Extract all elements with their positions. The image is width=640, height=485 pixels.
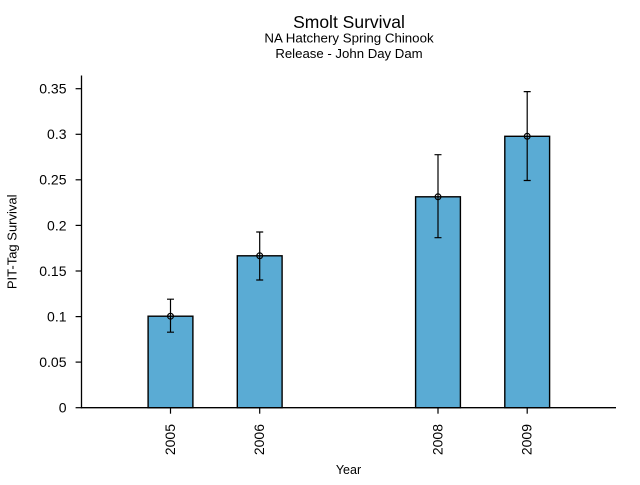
svg-text:0.05: 0.05 — [39, 354, 66, 370]
svg-text:2008: 2008 — [430, 424, 446, 455]
svg-text:2009: 2009 — [519, 424, 535, 455]
svg-text:0.1: 0.1 — [47, 309, 67, 325]
svg-text:Year: Year — [336, 463, 361, 477]
svg-text:0.25: 0.25 — [39, 172, 66, 188]
svg-text:0: 0 — [59, 400, 67, 416]
svg-text:PIT-Tag Survival: PIT-Tag Survival — [5, 194, 20, 289]
svg-text:Release - John Day Dam: Release - John Day Dam — [275, 46, 422, 61]
svg-text:0.15: 0.15 — [39, 263, 66, 279]
svg-text:Smolt Survival: Smolt Survival — [293, 12, 405, 32]
svg-text:2005: 2005 — [162, 424, 178, 455]
svg-text:0.2: 0.2 — [47, 217, 67, 233]
svg-text:0.3: 0.3 — [47, 126, 67, 142]
svg-text:NA Hatchery Spring Chinook: NA Hatchery Spring Chinook — [264, 31, 434, 46]
svg-text:0.35: 0.35 — [39, 81, 66, 97]
svg-text:2006: 2006 — [251, 424, 267, 455]
